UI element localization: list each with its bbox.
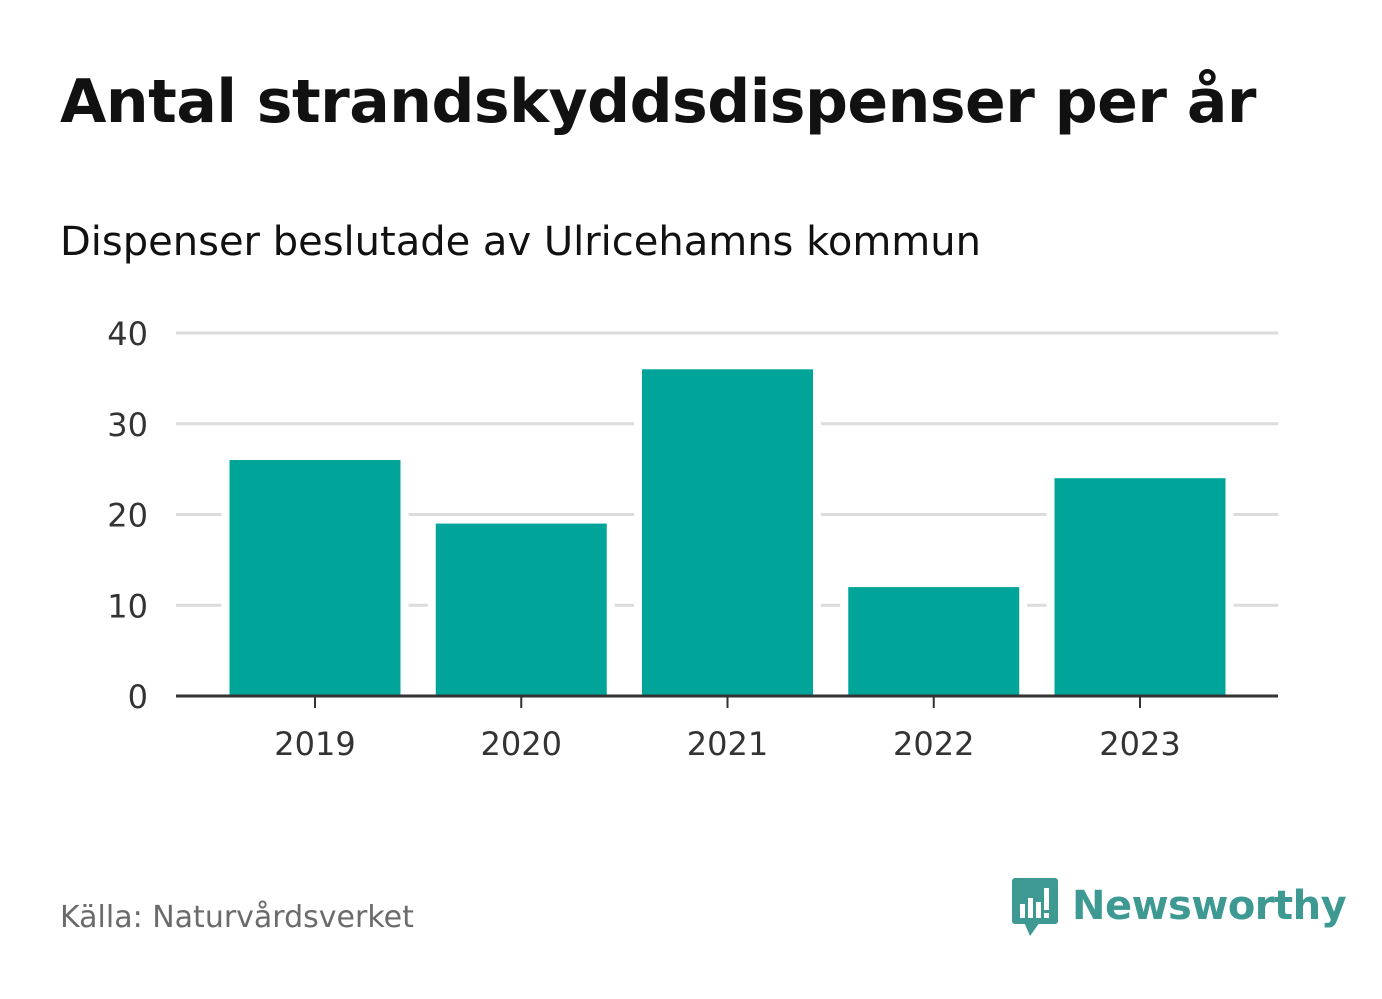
x-tick-label: 2020	[481, 725, 562, 763]
chart-title: Antal strandskyddsdispenser per år	[60, 67, 1256, 137]
y-tick-label: 40	[107, 315, 148, 353]
y-axis-ticks: 0 10 20 30 40	[107, 315, 148, 716]
x-tick-label: 2019	[274, 725, 355, 763]
x-tick-label: 2023	[1099, 725, 1180, 763]
brand-name: Newsworthy	[1072, 883, 1347, 929]
y-tick-label: 20	[107, 497, 148, 535]
bar-2019	[229, 460, 401, 696]
bar-2020	[435, 523, 607, 696]
y-tick-label: 10	[107, 587, 148, 625]
bars	[221, 365, 1234, 696]
source-note: Källa: Naturvårdsverket	[60, 900, 414, 935]
y-tick-label: 30	[107, 406, 148, 444]
x-tick-label: 2022	[893, 725, 974, 763]
bar-chart: 0 10 20 30 40 2019 2020 2021 2022 2023	[107, 315, 1278, 763]
chart-subtitle: Dispenser beslutade av Ulricehamns kommu…	[60, 219, 981, 265]
x-axis-ticks: 2019 2020 2021 2022 2023	[274, 696, 1181, 763]
bar-2022	[848, 587, 1020, 696]
brand: Newsworthy	[1010, 876, 1347, 936]
newsworthy-logo-icon	[1012, 878, 1058, 936]
y-tick-label: 0	[128, 678, 148, 716]
x-tick-label: 2021	[687, 725, 768, 763]
bar-2023	[1054, 478, 1226, 696]
bar-2021	[642, 369, 813, 696]
